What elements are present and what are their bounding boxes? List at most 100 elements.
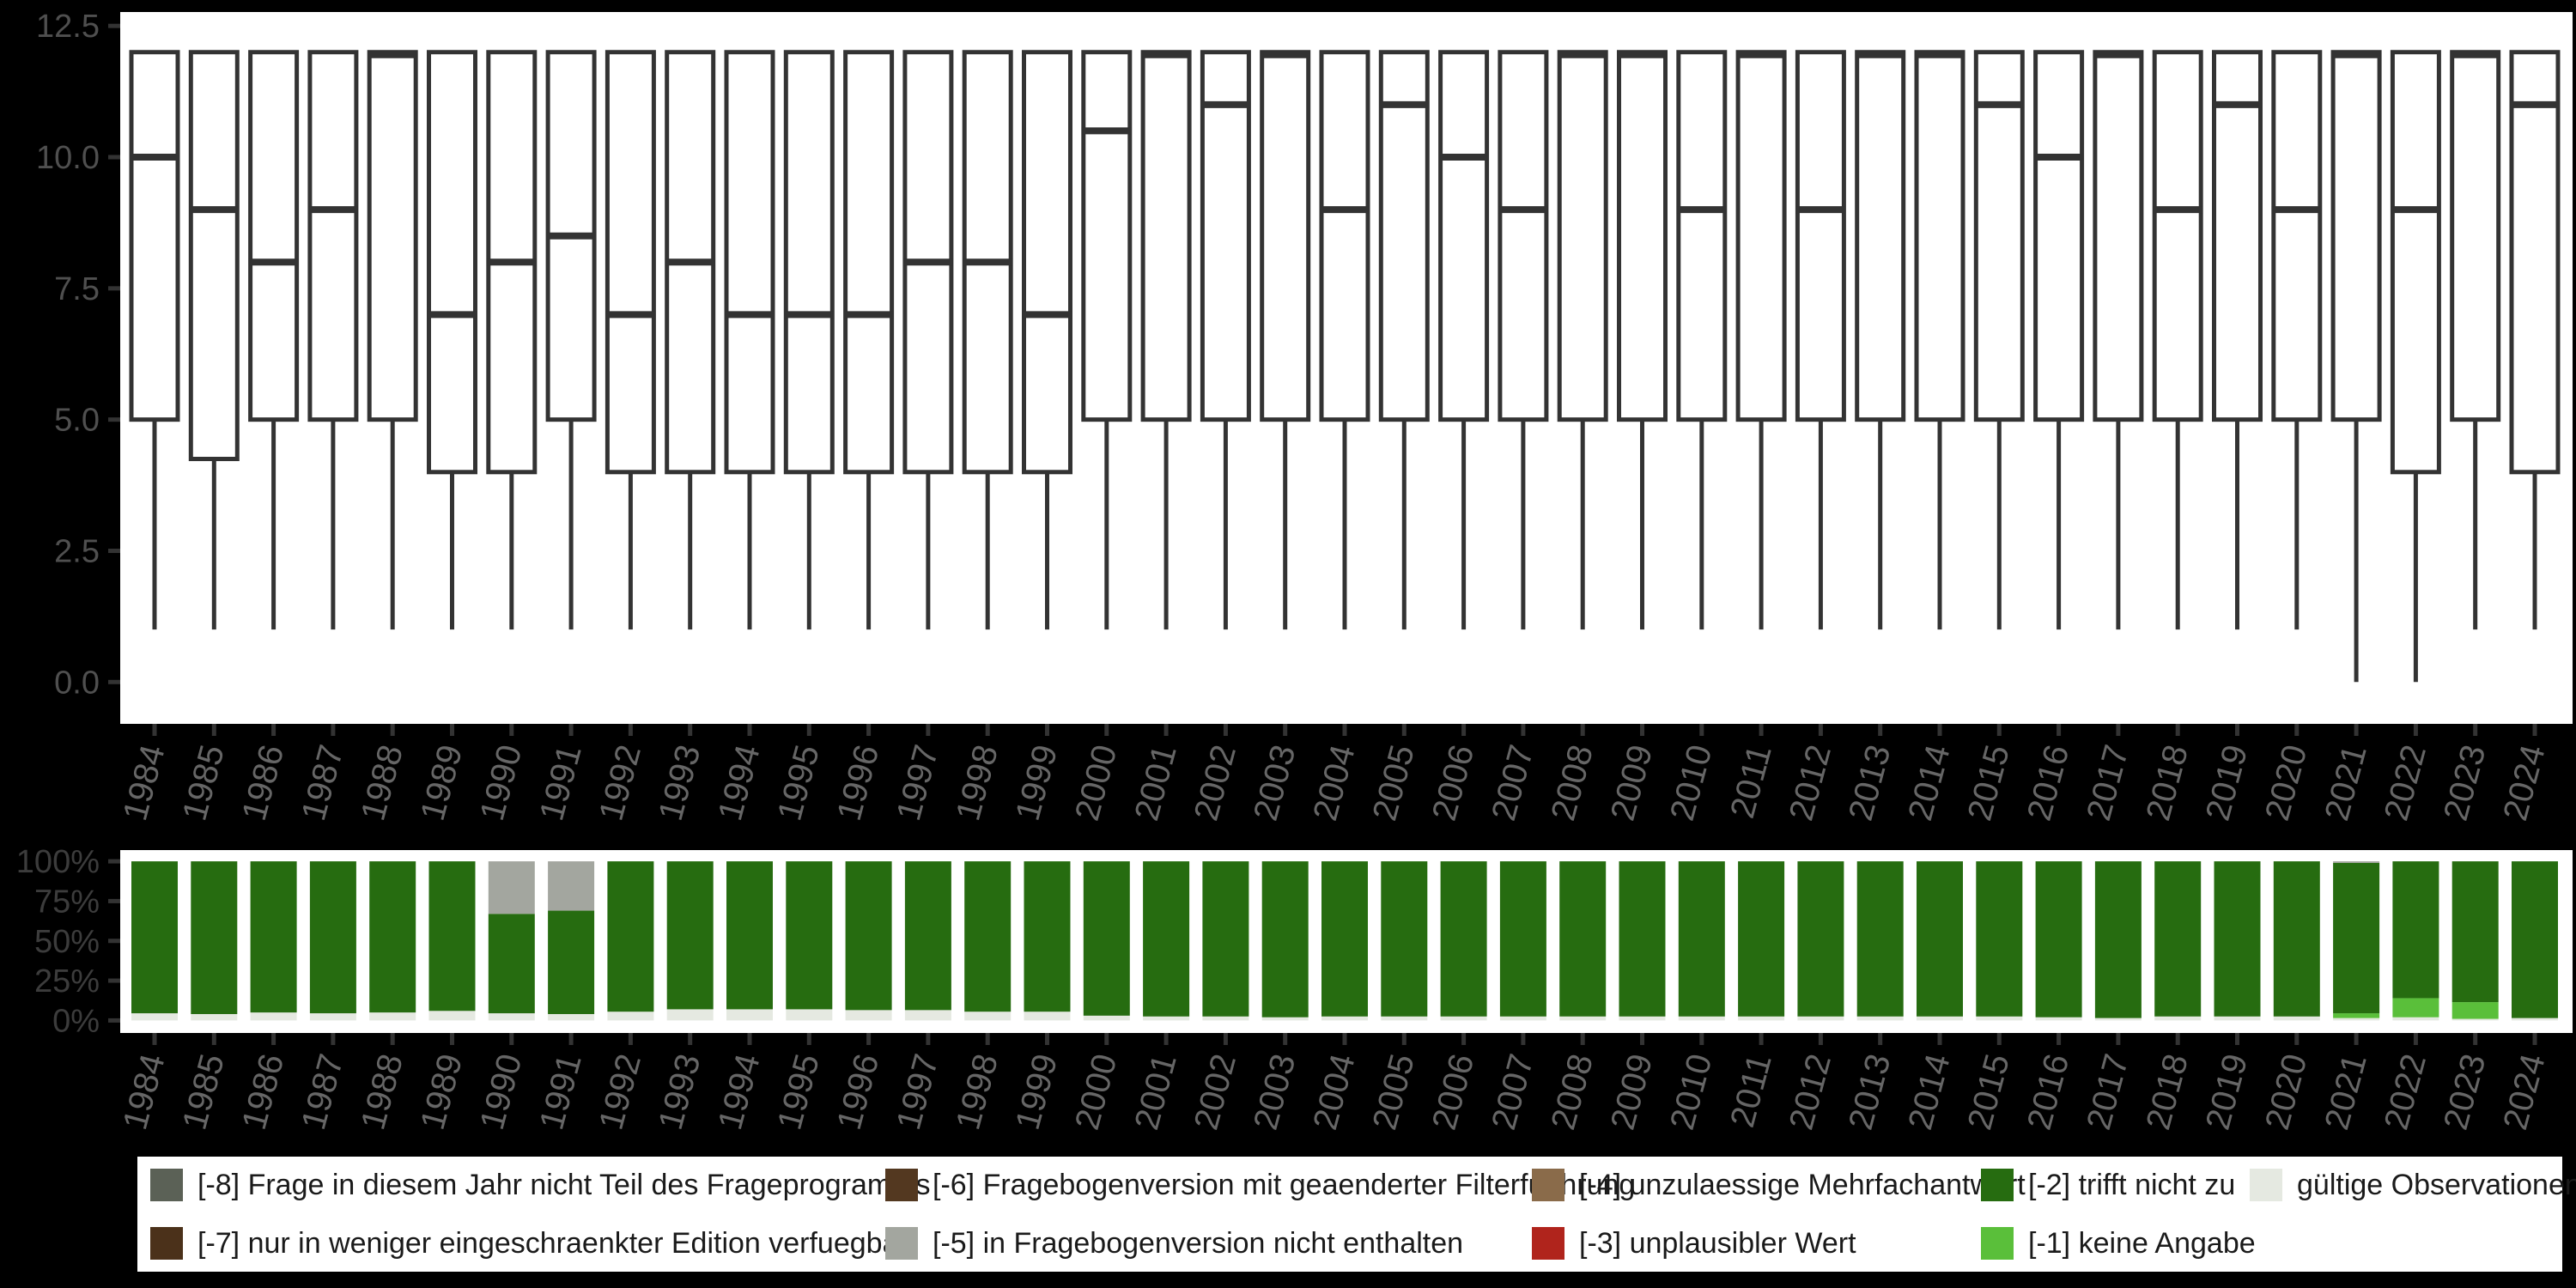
x-tick-label-2022: 2022: [2378, 741, 2434, 824]
x-tick-label-1988: 1988: [354, 1050, 410, 1133]
x-tick-label-2018: 2018: [2139, 741, 2196, 824]
stacked-bar-chart: 0%25%50%75%100%1984 1985 1986 1987 1988 1989 1…: [16, 844, 2573, 1133]
x-tick-label-1990: 1990: [473, 1050, 530, 1133]
x-tick-label-1987: 1987: [295, 1050, 351, 1133]
x-tick-label-2005: 2005: [1365, 741, 1422, 824]
bar-1999-segment: [1024, 1012, 1071, 1021]
bar-2007-segment: [1499, 861, 1546, 1017]
bar-1986-segment: [250, 861, 297, 1013]
bar-2002-segment: [1202, 1016, 1249, 1021]
bar-1984-segment: [131, 1013, 178, 1021]
x-tick-label-1984: 1984: [116, 741, 173, 824]
box-1987: [307, 50, 359, 422]
legend-swatch--2: [1981, 1169, 2014, 1201]
bar-1994-segment: [726, 1009, 773, 1021]
legend-swatch--4: [1532, 1169, 1564, 1201]
x-tick-label-1989: 1989: [414, 1050, 471, 1133]
x-tick-label-1986: 1986: [235, 1050, 292, 1133]
box-1996: [843, 50, 895, 475]
x-tick-label-2001: 2001: [1127, 1050, 1184, 1133]
legend-item--8: [-8] Frage in diesem Jahr nicht Teil des…: [150, 1169, 931, 1201]
x-tick-label-1991: 1991: [532, 1050, 589, 1133]
box-1994: [724, 50, 775, 475]
legend-label--2: [-2] trifft nicht zu: [2028, 1169, 2236, 1201]
y-tick-label: 10.0: [36, 140, 100, 176]
x-tick-label-1984: 1984: [116, 1050, 173, 1133]
y-tick-label: 100%: [16, 844, 100, 880]
x-tick-label-2002: 2002: [1188, 1050, 1244, 1133]
x-tick-label-2000: 2000: [1068, 1050, 1125, 1133]
legend-label--1: [-1] keine Angabe: [2028, 1227, 2256, 1260]
bar-2000-segment: [1083, 1015, 1130, 1021]
x-tick-label-2002: 2002: [1188, 741, 1244, 824]
bar-1989-segment: [428, 1011, 476, 1021]
box-2000: [1081, 50, 1133, 422]
bar-1989-segment: [428, 861, 476, 1012]
box-2016: [2033, 50, 2085, 422]
x-tick-label-2022: 2022: [2378, 1050, 2434, 1133]
box-1988: [367, 50, 418, 422]
bar-2015-segment: [1976, 1016, 2023, 1021]
box-2009: [1617, 50, 1668, 422]
y-tick-label: 25%: [34, 963, 100, 999]
box-1984: [129, 50, 180, 422]
bar-1987-segment: [309, 1013, 356, 1021]
bar-2014-segment: [1917, 861, 1963, 1017]
box-1986: [248, 50, 300, 422]
legend-item--5: [-5] in Fragebogenversion nicht enthalte…: [885, 1227, 1463, 1260]
bar-2012-segment: [1797, 1016, 1844, 1021]
bar-1991-segment: [548, 910, 595, 1014]
box-2015: [1973, 50, 2025, 422]
bar-1991-segment: [548, 1013, 595, 1021]
boxplot-chart: 12.5 10.0 7.5 5.0 2.5 0.0 1984 1985 1986 1987 1988…: [36, 9, 2573, 824]
y-tick-label: 75%: [34, 884, 100, 920]
bar-2014-segment: [1917, 1016, 1963, 1021]
box-2011: [1735, 50, 1787, 422]
x-tick-label-2024: 2024: [2496, 1050, 2553, 1133]
bar-2024-segment: [2512, 861, 2558, 1018]
x-tick-label-2007: 2007: [1485, 741, 1541, 824]
bar-2022-segment: [2392, 998, 2439, 1018]
bar-2003-segment: [1261, 1017, 1309, 1021]
y-tick-label: 12.5: [36, 9, 100, 45]
bar-2000-segment: [1083, 861, 1130, 1016]
y-tick-label: 7.5: [54, 271, 100, 307]
bar-2002-segment: [1202, 861, 1249, 1017]
x-tick-label-2010: 2010: [1663, 741, 1720, 824]
legend-item--6: [-6] Fragebogenversion mit geaenderter F…: [885, 1169, 1635, 1201]
bar-2005-segment: [1381, 861, 1428, 1017]
bar-2011-segment: [1738, 1016, 1785, 1021]
x-tick-label-1997: 1997: [890, 1050, 946, 1133]
x-tick-label-2018: 2018: [2139, 1050, 2196, 1133]
x-tick-label-2004: 2004: [1306, 741, 1363, 824]
bar-2004-segment: [1321, 1016, 1368, 1021]
bar-2023-segment: [2451, 1018, 2499, 1021]
bar-2001-segment: [1143, 861, 1190, 1017]
bar-2006-segment: [1440, 861, 1487, 1017]
legend-label--3: [-3] unplausibler Wert: [1579, 1227, 1856, 1260]
bar-2010-segment: [1678, 1016, 1725, 1021]
legend-label--7: [-7] nur in weniger eingeschraenkter Edi…: [197, 1227, 908, 1260]
bar-2018-segment: [2154, 861, 2202, 1017]
x-tick-label-1985: 1985: [175, 741, 232, 824]
bar-1990-segment: [488, 1013, 535, 1021]
x-tick-label-2010: 2010: [1663, 1050, 1720, 1133]
bar-2017-segment: [2094, 861, 2142, 1018]
bar-2019-segment: [2214, 861, 2261, 1017]
x-tick-label-1995: 1995: [770, 1050, 827, 1133]
box-2003: [1260, 50, 1311, 422]
legend-swatch--3: [1532, 1227, 1564, 1260]
x-tick-label-2013: 2013: [1842, 1050, 1899, 1133]
bar-1987-segment: [309, 861, 356, 1014]
bar-1985-segment: [191, 861, 238, 1014]
bar-2022-segment: [2392, 1017, 2439, 1021]
bar-2020-segment: [2273, 1016, 2320, 1021]
legend-swatch--7: [150, 1227, 183, 1260]
bar-2010-segment: [1678, 861, 1725, 1017]
x-tick-label-2000: 2000: [1068, 741, 1125, 824]
bar-2008-segment: [1559, 1016, 1607, 1021]
x-tick-label-1994: 1994: [711, 1050, 768, 1133]
bar-2017-segment: [2094, 1018, 2142, 1021]
x-tick-label-1991: 1991: [532, 741, 589, 824]
x-tick-label-1999: 1999: [1009, 1050, 1066, 1133]
